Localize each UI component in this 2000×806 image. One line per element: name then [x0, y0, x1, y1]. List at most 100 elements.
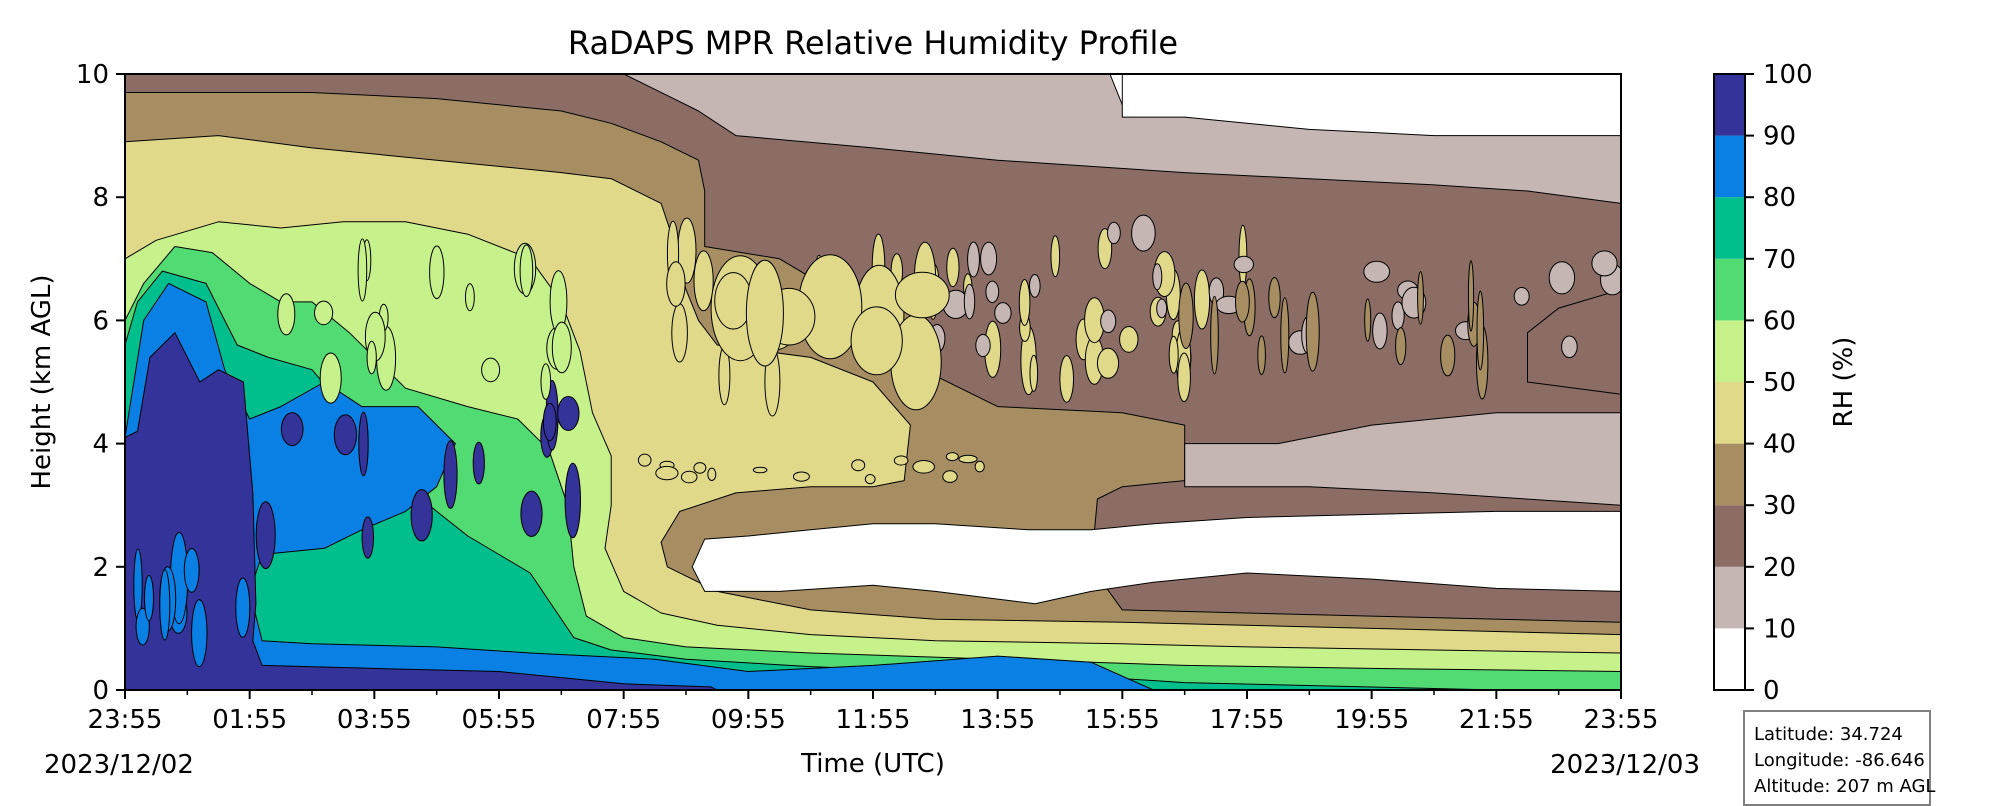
rh-contour-cell — [255, 501, 276, 570]
rh-contour-cell — [707, 467, 717, 481]
rh-contour-cell — [235, 577, 251, 638]
colorbar-segment — [1714, 258, 1745, 321]
rh-contour-cell — [893, 455, 909, 466]
rh-contour-cell — [945, 452, 959, 462]
rh-contour-cell — [745, 259, 784, 367]
rh-contour-cell — [1268, 277, 1281, 319]
colorbar-tick-label: 40 — [1763, 430, 1796, 460]
rh-contour-cell — [557, 396, 580, 431]
y-tick-label: 2 — [92, 553, 109, 583]
rh-contour-cell — [357, 238, 368, 302]
rh-contour-cell — [520, 490, 543, 537]
x-tick-label: 05:55 — [462, 705, 537, 735]
rh-contour-cell — [1156, 298, 1168, 319]
rh-contour-cell — [1363, 260, 1391, 283]
rh-contour-cell — [994, 302, 1012, 324]
rh-contour-cell — [792, 471, 810, 482]
rh-contour-cell — [465, 283, 475, 312]
y-tick-label: 6 — [92, 306, 109, 336]
rh-contour-cell — [410, 489, 433, 542]
rh-upper-dry — [1121, 74, 1621, 137]
latitude-text: Latitude: 34.724 — [1754, 724, 1903, 745]
rh-contour-cell — [1029, 274, 1041, 298]
rh-contour-cell — [314, 300, 334, 326]
rh-contour-cell — [666, 261, 686, 307]
rh-contour-cell — [540, 363, 552, 400]
x-tick-label: 09:55 — [711, 705, 786, 735]
longitude-text: Longitude: -86.646 — [1754, 750, 1925, 771]
rh-contour-cell — [912, 460, 936, 474]
rh-contour-cell — [1233, 255, 1255, 274]
x-tick-label: 23:55 — [88, 705, 163, 735]
rh-contour-cell — [693, 250, 714, 312]
rh-contour-cell — [542, 402, 557, 442]
colorbar-segment — [1714, 320, 1745, 382]
rh-contour-cell — [1305, 291, 1320, 372]
rh-mid-dry-lobe — [1184, 412, 1621, 506]
rh-contour-cell — [1029, 354, 1039, 392]
colorbar-segment — [1714, 505, 1745, 567]
rh-contour-cell — [655, 465, 679, 481]
rh-contour-cell — [1364, 298, 1372, 342]
colorbar-segment — [1714, 566, 1745, 629]
rh-contour-cell — [946, 247, 960, 288]
rh-contour-cell — [277, 293, 296, 336]
colorbar-segment — [1714, 135, 1745, 198]
end-date-label: 2023/12/03 — [1550, 750, 1700, 780]
rh-contour-cell — [1235, 280, 1250, 323]
rh-contour-cell — [443, 440, 458, 509]
colorbar-label: RH (%) — [1829, 337, 1859, 428]
colorbar-tick-label: 50 — [1763, 368, 1796, 398]
altitude-text: Altitude: 207 m AGL — [1754, 776, 1936, 797]
colorbar-segment — [1714, 74, 1745, 136]
x-tick-label: 19:55 — [1334, 705, 1409, 735]
colorbar-tick-label: 10 — [1763, 614, 1796, 644]
rh-contour-cell — [135, 607, 150, 646]
x-tick-label: 23:55 — [1584, 705, 1659, 735]
rh-contour-cell — [333, 414, 357, 456]
start-date-label: 2023/12/02 — [44, 750, 194, 780]
colorbar-tick-label: 30 — [1763, 491, 1796, 521]
rh-contour-cell — [974, 460, 985, 473]
x-tick-label: 17:55 — [1210, 705, 1285, 735]
rh-contour-cell — [1018, 279, 1031, 326]
rh-contour-cell — [1395, 327, 1407, 366]
x-tick-label: 03:55 — [337, 705, 412, 735]
y-tick-label: 4 — [92, 430, 109, 460]
y-tick-label: 10 — [76, 60, 109, 90]
colorbar-tick-label: 70 — [1763, 245, 1796, 275]
rh-contour-cell — [472, 441, 485, 485]
rh-region-90-100 — [125, 332, 718, 690]
rh-contour-cell — [1152, 263, 1163, 291]
rh-contour-cell — [1561, 335, 1578, 359]
x-tick-label: 13:55 — [960, 705, 1035, 735]
rh-contour-cell — [752, 466, 768, 474]
rh-contour-cell — [1513, 287, 1530, 306]
rh-contour-cell — [481, 357, 501, 383]
rh-contour-cell — [1257, 335, 1266, 376]
rh-contour-cell — [975, 333, 991, 358]
rh-contour-cell — [1440, 334, 1456, 377]
colorbar-tick-label: 60 — [1763, 306, 1796, 336]
rh-contour-cell — [980, 241, 998, 276]
rh-contour-cell — [191, 599, 208, 668]
colorbar-tick-label: 80 — [1763, 183, 1796, 213]
x-axis-label: Time (UTC) — [800, 749, 945, 779]
rh-contour-cell — [144, 575, 154, 622]
rh-contour-cell — [963, 283, 976, 320]
rh-contour-cell — [280, 412, 304, 447]
rh-contour-cell — [894, 271, 950, 319]
rh-contour-cell — [958, 454, 978, 464]
rh-contour-cell — [519, 244, 534, 298]
rh-contour-cell — [985, 280, 1000, 303]
rh-contour-cell — [1210, 295, 1219, 375]
plot-area — [125, 74, 1621, 690]
y-axis-label: Height (km AGL) — [27, 274, 57, 489]
rh-contour-cell — [1476, 290, 1485, 371]
rh-contour-cell — [967, 241, 980, 278]
rh-contour-cell — [850, 306, 903, 376]
rh-contour-cell — [1591, 250, 1618, 277]
colorbar-segment — [1714, 382, 1745, 444]
rh-contour-cell — [1107, 221, 1121, 245]
rh-contour-cell — [319, 352, 342, 404]
